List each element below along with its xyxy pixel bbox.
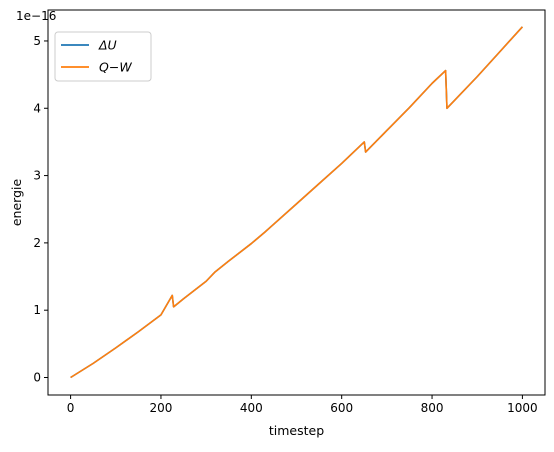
- y-tick-label: 1: [33, 303, 41, 317]
- x-tick-label: 200: [150, 401, 173, 415]
- axes-frame: [47, 9, 546, 396]
- y-tick-label: 4: [33, 101, 41, 115]
- legend: ΔU Q−W: [54, 31, 152, 82]
- x-tick-label: 600: [330, 401, 353, 415]
- x-tick-label: 800: [421, 401, 444, 415]
- x-tick-label: 1000: [507, 401, 538, 415]
- y-axis-label: energie: [9, 179, 24, 227]
- y-tick-label: 0: [33, 371, 41, 385]
- x-tick-label: 400: [240, 401, 263, 415]
- y-tick-label: 5: [33, 34, 41, 48]
- y-axis: 0 1 2 3 4 5: [33, 34, 48, 385]
- y-offset-text: 1e−16: [16, 9, 56, 23]
- x-tick-label: 0: [67, 401, 75, 415]
- x-axis: 0 200 400 600 800 1000: [67, 395, 538, 415]
- series-line-2: [70, 26, 524, 379]
- legend-label: ΔU: [98, 38, 117, 53]
- x-axis-label: timestep: [269, 423, 324, 438]
- y-tick-label: 2: [33, 236, 41, 250]
- y-tick-label: 3: [33, 169, 41, 183]
- series-layer: [70, 26, 524, 379]
- legend-label: Q−W: [99, 60, 132, 75]
